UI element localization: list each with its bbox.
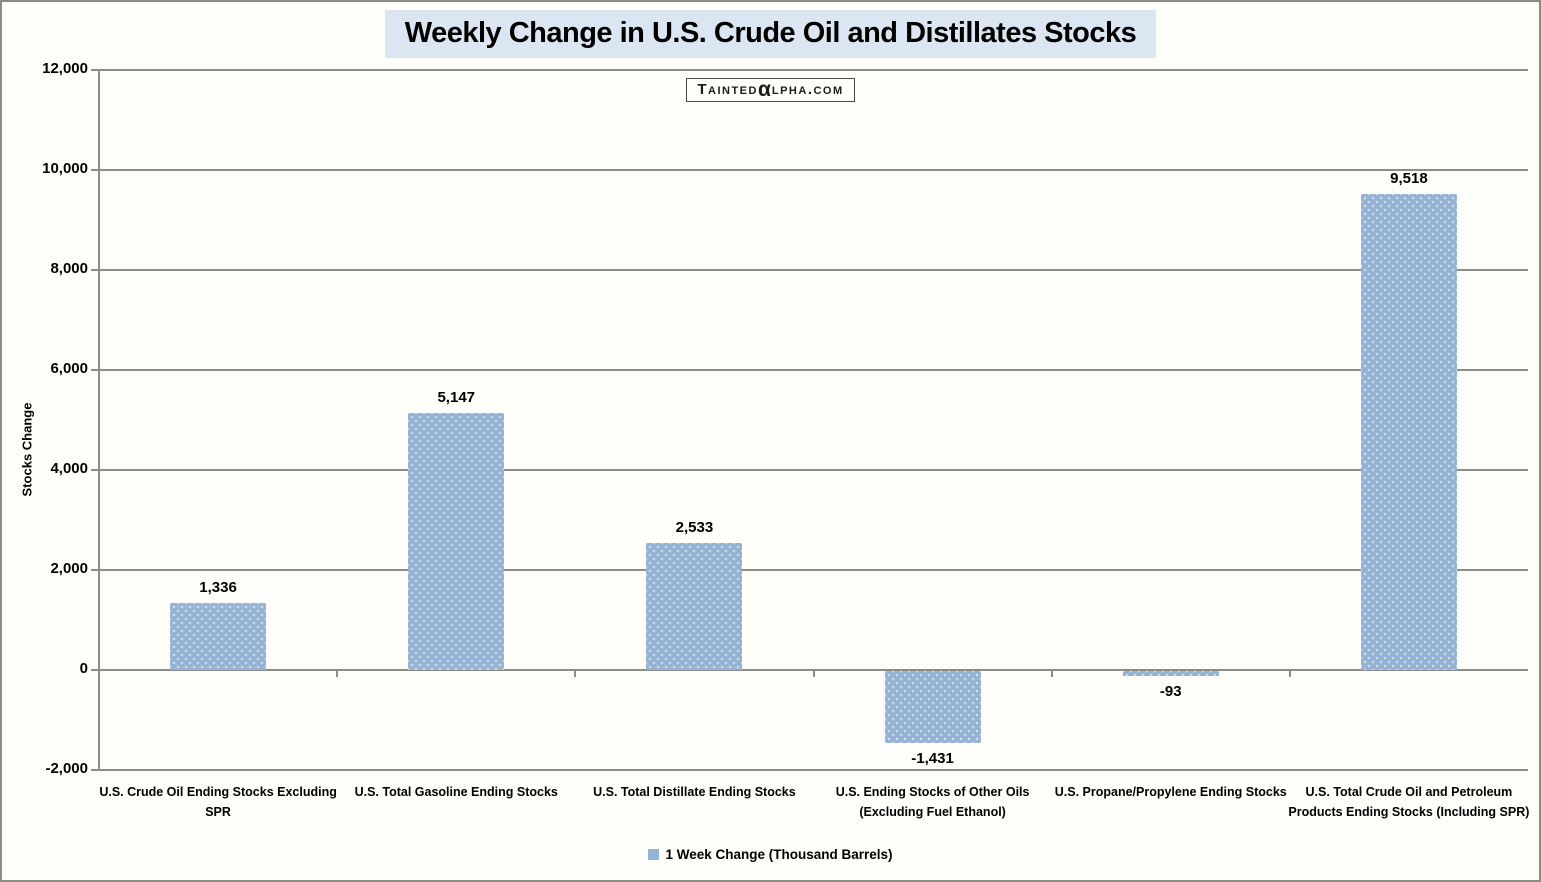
y-axis-tick bbox=[91, 269, 99, 271]
gridline bbox=[99, 769, 1528, 771]
chart-title-row: Weekly Change in U.S. Crude Oil and Dist… bbox=[2, 10, 1539, 58]
watermark-alpha-glyph: α bbox=[757, 78, 772, 101]
y-tick-label: 0 bbox=[79, 660, 88, 677]
y-tick-label: -2,000 bbox=[45, 760, 88, 777]
category-label: U.S. Total Gasoline Ending Stocks bbox=[354, 785, 558, 799]
bar bbox=[408, 412, 505, 670]
y-tick-label: 10,000 bbox=[42, 160, 88, 177]
gridline bbox=[99, 369, 1528, 371]
y-tick-label: 8,000 bbox=[50, 260, 88, 277]
y-tick-label: 2,000 bbox=[50, 560, 88, 577]
gridline bbox=[99, 69, 1528, 71]
y-axis-tick bbox=[91, 569, 99, 571]
x-axis-tick bbox=[1288, 671, 1291, 677]
legend-marker-swatch bbox=[648, 849, 660, 860]
x-axis-tick bbox=[812, 671, 815, 677]
gridline bbox=[99, 569, 1528, 571]
y-axis-tick bbox=[91, 169, 99, 171]
y-axis-title-box: Stocks Change bbox=[12, 364, 42, 534]
category-label: U.S. Crude Oil Ending Stocks Excluding S… bbox=[99, 785, 337, 819]
gridline bbox=[99, 669, 1528, 671]
bar-value-label: -93 bbox=[1159, 682, 1182, 700]
category-label: U.S. Total Distillate Ending Stocks bbox=[593, 785, 796, 799]
watermark-text-part1: Tainted bbox=[697, 81, 758, 98]
y-tick-label: 12,000 bbox=[42, 60, 88, 77]
bar bbox=[170, 603, 267, 670]
category-label: U.S. Total Crude Oil and Petroleum Produ… bbox=[1288, 785, 1530, 819]
bar-value-label: 2,533 bbox=[675, 519, 714, 537]
chart-title: Weekly Change in U.S. Crude Oil and Dist… bbox=[384, 10, 1157, 58]
bar-value-label: -1,431 bbox=[911, 749, 954, 767]
legend: 1 Week Change (Thousand Barrels) bbox=[2, 847, 1539, 862]
y-axis-tick bbox=[91, 769, 99, 771]
y-axis-title: Stocks Change bbox=[19, 402, 35, 496]
bar-value-label: 5,147 bbox=[437, 388, 476, 406]
bar bbox=[884, 671, 981, 743]
y-tick-label: 6,000 bbox=[50, 360, 88, 377]
gridline bbox=[99, 269, 1528, 271]
y-axis-tick bbox=[91, 369, 99, 371]
y-tick-label: 4,000 bbox=[50, 460, 88, 477]
y-axis-tick bbox=[91, 669, 99, 671]
category-label: U.S. Propane/Propylene Ending Stocks bbox=[1054, 785, 1287, 799]
y-axis-tick bbox=[91, 69, 99, 71]
bar-value-label: 9,518 bbox=[1390, 170, 1428, 188]
y-axis-line bbox=[98, 70, 100, 770]
gridline bbox=[99, 469, 1528, 471]
bar-value-label: 1,336 bbox=[199, 579, 237, 597]
gridline bbox=[99, 169, 1528, 171]
legend-series-label: 1 Week Change (Thousand Barrels) bbox=[665, 847, 893, 862]
bar bbox=[646, 543, 743, 670]
x-axis-tick bbox=[336, 671, 339, 677]
x-axis-tick bbox=[1050, 671, 1053, 677]
bar bbox=[1122, 671, 1219, 676]
watermark-row: Taintedαlpha.com bbox=[2, 78, 1539, 102]
watermark-text-part2: lpha.com bbox=[771, 81, 844, 98]
taintedalpha-watermark: Taintedαlpha.com bbox=[686, 78, 855, 102]
y-axis-tick bbox=[91, 469, 99, 471]
x-axis-tick bbox=[574, 671, 577, 677]
bar bbox=[1360, 194, 1457, 670]
category-label: U.S. Ending Stocks of Other Oils (Exclud… bbox=[835, 785, 1030, 819]
